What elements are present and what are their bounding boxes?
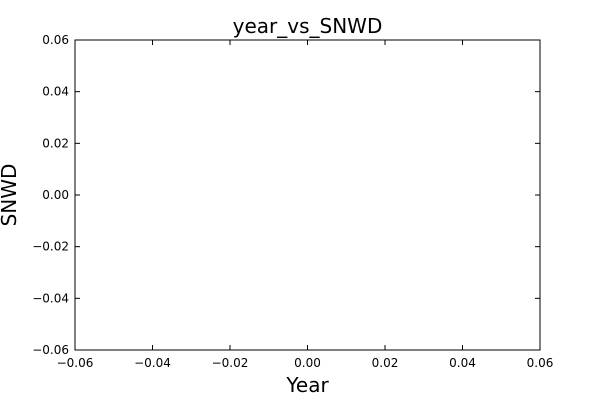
x-tick-label: 0.00	[294, 356, 321, 370]
y-tick-label: 0.06	[42, 33, 69, 47]
x-axis-label: Year	[285, 373, 329, 397]
y-tick-label: −0.06	[32, 343, 69, 357]
y-tick-label: 0.04	[42, 85, 69, 99]
x-tick-label: 0.02	[372, 356, 399, 370]
x-tick-label: −0.04	[134, 356, 171, 370]
x-tick-label: −0.02	[212, 356, 249, 370]
chart-title: year_vs_SNWD	[233, 14, 383, 38]
y-tick-label: 0.02	[42, 136, 69, 150]
y-tick-label: 0.00	[42, 188, 69, 202]
x-tick-label: 0.04	[449, 356, 476, 370]
plot-area	[74, 39, 541, 351]
y-axis-ticks: 0.06 0.04 0.02 0.00 −0.02 −0.04 −0.06	[32, 33, 540, 357]
x-tick-label: −0.06	[57, 356, 94, 370]
x-tick-label: 0.06	[527, 356, 554, 370]
y-tick-label: −0.04	[32, 291, 69, 305]
y-tick-label: −0.02	[32, 240, 69, 254]
y-axis-label: SNWD	[0, 164, 21, 227]
x-axis-ticks: −0.06 −0.04 −0.02 0.00 0.02 0.04 0.06	[57, 40, 554, 370]
